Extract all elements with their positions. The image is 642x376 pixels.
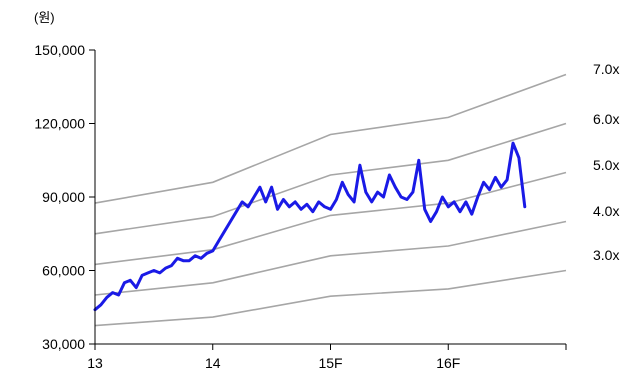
band-line-6-0x [94,122,567,235]
y-tick-label: 150,000 [34,42,85,58]
band-label-6-0x: 6.0x [593,111,619,127]
y-tick-label: 60,000 [42,263,85,279]
x-tick-label: 15F [318,355,342,371]
price-series [93,141,527,312]
x-tick-label: 16F [436,355,460,371]
y-tick-label: 30,000 [42,336,85,352]
band-line-4-0x [94,220,567,296]
x-tick-label: 14 [205,355,221,371]
band-labels: 7.0x 6.0x 5.0x 4.0x 3.0x [593,61,619,263]
axes: 30,000 60,000 90,000 120,000 150,000 13 14 15F 1… [34,42,567,371]
band-label-7-0x: 7.0x [593,61,619,77]
y-tick-label: 120,000 [34,116,85,132]
band-label-5-0x: 5.0x [593,157,619,173]
band-line-7-0x [94,73,567,204]
band-line-3-0x [94,269,567,327]
price-line [93,141,527,312]
y-tick-label: 90,000 [42,189,85,205]
band-line-5-0x [94,171,567,266]
per-bands [94,73,567,327]
band-label-3-0x: 3.0x [593,247,619,263]
band-label-4-0x: 4.0x [593,203,619,219]
y-unit-label: (원) [34,10,55,25]
x-tick-label: 13 [87,355,103,371]
